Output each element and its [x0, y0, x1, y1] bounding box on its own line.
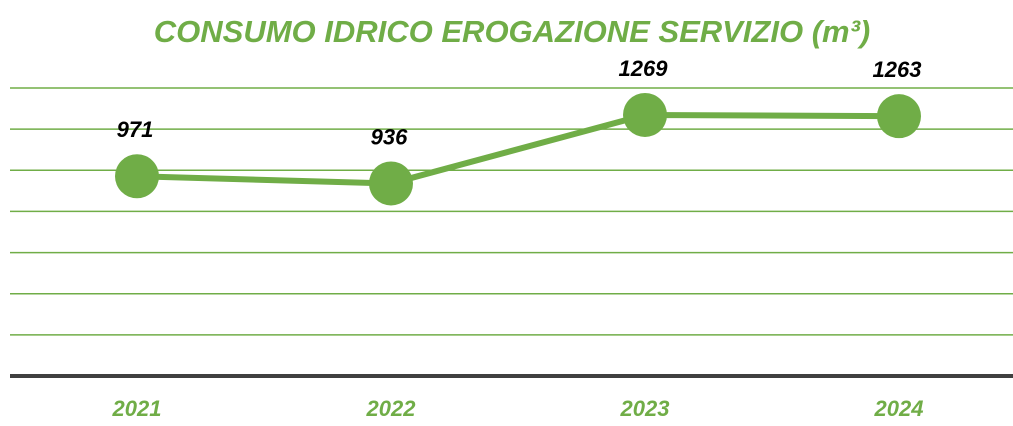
- data-label: 936: [371, 124, 408, 149]
- marker: [623, 92, 667, 137]
- x-tick-label: 2021: [112, 396, 162, 421]
- data-label: 1263: [873, 57, 922, 82]
- x-tick-label: 2024: [874, 396, 924, 421]
- marker: [115, 154, 159, 199]
- marker: [369, 161, 413, 206]
- x-tick-label: 2022: [366, 396, 417, 421]
- line: [136, 111, 900, 187]
- data-label: 971: [117, 117, 154, 142]
- chart-title: CONSUMO IDRICO EROGAZIONE SERVIZIO (m³): [154, 14, 870, 49]
- marker: [877, 94, 921, 139]
- data-label: 1269: [619, 56, 669, 81]
- x-tick-label: 2023: [620, 396, 670, 421]
